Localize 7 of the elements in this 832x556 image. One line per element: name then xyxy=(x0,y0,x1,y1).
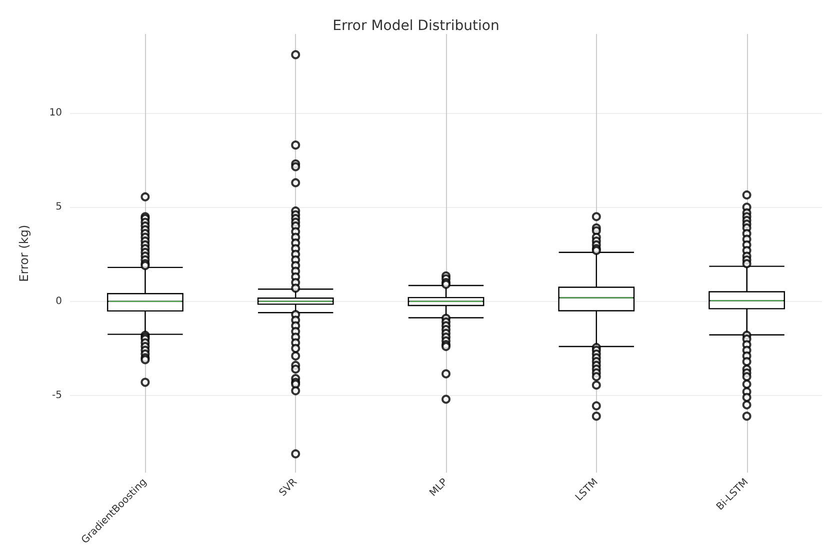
y-tick-label: 10 xyxy=(49,108,62,119)
y-axis-title: Error (kg) xyxy=(17,224,31,282)
y-tick-label: 5 xyxy=(56,202,62,213)
x-tick-label: SVR xyxy=(277,476,300,499)
chart-title: Error Model Distribution xyxy=(332,18,500,34)
y-tick-label: 0 xyxy=(56,296,62,307)
y-tick-label: -5 xyxy=(52,390,62,401)
